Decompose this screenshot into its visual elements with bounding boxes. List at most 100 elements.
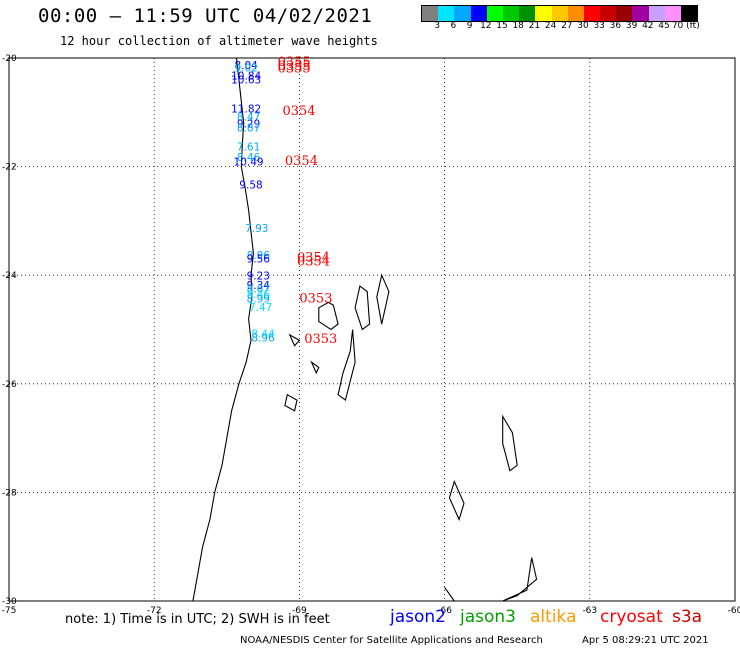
wave-height-label: 8.96 (247, 250, 271, 262)
color-scale-label: 24 (544, 21, 557, 31)
color-scale-label: 36 (609, 21, 622, 31)
credit-line: NOAA/NESDIS Center for Satellite Applica… (240, 635, 543, 646)
wave-height-label: 8.99 (247, 293, 270, 305)
axis-ticks: -75 -72 -69 -66 -63 -60 -20 -22 -24 -26 -28 -30 (2, 54, 740, 616)
wave-height-label: 9.02 (234, 63, 257, 75)
page-subtitle: 12 hour collection of altimeter wave hei… (60, 34, 378, 48)
pass-time-label: 0354 (297, 254, 330, 269)
lat-tick-label: -24 (2, 271, 17, 281)
island-outline (318, 301, 339, 331)
pass-time-label: 0354 (282, 104, 315, 119)
pass-time-label: 0353 (299, 291, 332, 306)
wave-height-label: 9.34 (247, 280, 271, 292)
color-swatch-15 (664, 6, 681, 21)
lat-tick-label: -20 (2, 54, 17, 64)
color-scale-label: 45 (658, 21, 670, 31)
wave-height-label: 9.23 (247, 271, 270, 283)
satellite-altika: altika (530, 607, 577, 627)
lon-tick-label: -69 (292, 606, 307, 616)
lat-tick-label: -28 (2, 488, 17, 498)
lat-tick-label: -30 (2, 597, 17, 607)
wave-height-label: 8.44 (251, 329, 275, 341)
color-swatch-12 (616, 6, 633, 21)
color-scale-label: 39 (625, 21, 638, 31)
color-scale-label: 3 (434, 21, 441, 31)
pass-time-label: 0354 (297, 251, 330, 266)
island-outline (502, 414, 518, 472)
wave-height-label: 10.63 (231, 75, 261, 87)
lon-tick-label: -60 (728, 606, 740, 616)
island-outline (288, 333, 301, 347)
wave-height-label: 8.96 (251, 332, 275, 344)
satellite-jason3: jason3 (460, 607, 516, 627)
color-scale-bar (421, 5, 699, 22)
wave-height-label: 8.46 (237, 152, 261, 164)
lon-tick-label: -66 (437, 606, 452, 616)
wave-height-label: 10.49 (234, 157, 264, 169)
color-swatch-6 (519, 6, 536, 21)
satellite-s3a: s3a (672, 607, 703, 627)
color-swatch-14 (648, 6, 665, 21)
coastline (192, 57, 538, 602)
island-outline (444, 587, 455, 602)
wave-height-label: 9.56 (247, 254, 271, 266)
pass-time-label: 0354 (285, 154, 318, 169)
color-swatch-1 (438, 6, 455, 21)
color-scale-label: 6 (450, 21, 457, 31)
color-swatch-2 (454, 6, 471, 21)
color-scale-label: 33 (593, 21, 605, 31)
lon-tick-label: -75 (2, 606, 17, 616)
wave-height-label: 9.58 (239, 179, 262, 191)
color-scale-label: 30 (577, 21, 589, 31)
pass-time-label: 0355 (278, 55, 311, 70)
color-swatch-16 (681, 6, 698, 21)
color-swatch-10 (583, 6, 601, 21)
page-title: 00:00 – 11:59 UTC 04/02/2021 (38, 5, 373, 27)
color-scale-label: 21 (528, 21, 541, 31)
satellite-jason2: jason2 (390, 607, 446, 627)
island-outline (502, 557, 538, 602)
color-swatch-3 (470, 6, 487, 21)
color-swatch-9 (567, 6, 584, 21)
map-grid (9, 58, 735, 601)
wave-height-label: 10.84 (231, 71, 261, 83)
wave-height-labels: 8.049.0210.8410.6311.828.479.298.877.618… (231, 60, 275, 345)
color-swatch-7 (535, 6, 552, 21)
color-swatch-13 (632, 6, 649, 21)
color-swatch-5 (502, 6, 520, 21)
lat-tick-label: -26 (2, 380, 17, 390)
color-scale-label: 12 (480, 21, 492, 31)
pass-time-label: 0353 (304, 332, 337, 347)
wave-height-label: 11.82 (231, 103, 261, 115)
lon-tick-label: -63 (582, 606, 597, 616)
map-frame (8, 57, 736, 602)
color-scale-label: 42 (642, 21, 654, 31)
wave-height-label: 7.93 (245, 223, 268, 235)
color-scale-label: 9 (466, 21, 473, 31)
pass-time-label: 0355 (278, 62, 311, 77)
wave-height-label: 8.87 (237, 122, 260, 134)
wave-height-label: 8.47 (237, 111, 260, 123)
color-swatch-11 (600, 6, 617, 21)
color-swatch-0 (422, 6, 439, 21)
wave-height-label: 8.04 (234, 60, 258, 72)
color-scale-label: 70 (ft) (671, 21, 700, 31)
island-outline (354, 285, 371, 331)
pass-time-label: 0355 (278, 59, 311, 74)
color-swatch-4 (486, 6, 503, 21)
color-scale-label: 18 (512, 21, 524, 31)
wave-height-label: 8.67 (247, 284, 270, 296)
island-outline (310, 360, 320, 375)
color-swatch-8 (551, 6, 568, 21)
island-outline (337, 329, 356, 402)
wave-height-label: 7.61 (237, 141, 260, 153)
color-scale-label: 15 (496, 21, 508, 31)
wave-height-label: 7.47 (249, 302, 272, 314)
wave-height-label: 9.29 (237, 119, 260, 131)
island-outline (448, 479, 465, 522)
lon-tick-label: -72 (147, 606, 162, 616)
island-outline (284, 393, 298, 412)
satellite-cryosat: cryosat (600, 607, 663, 627)
